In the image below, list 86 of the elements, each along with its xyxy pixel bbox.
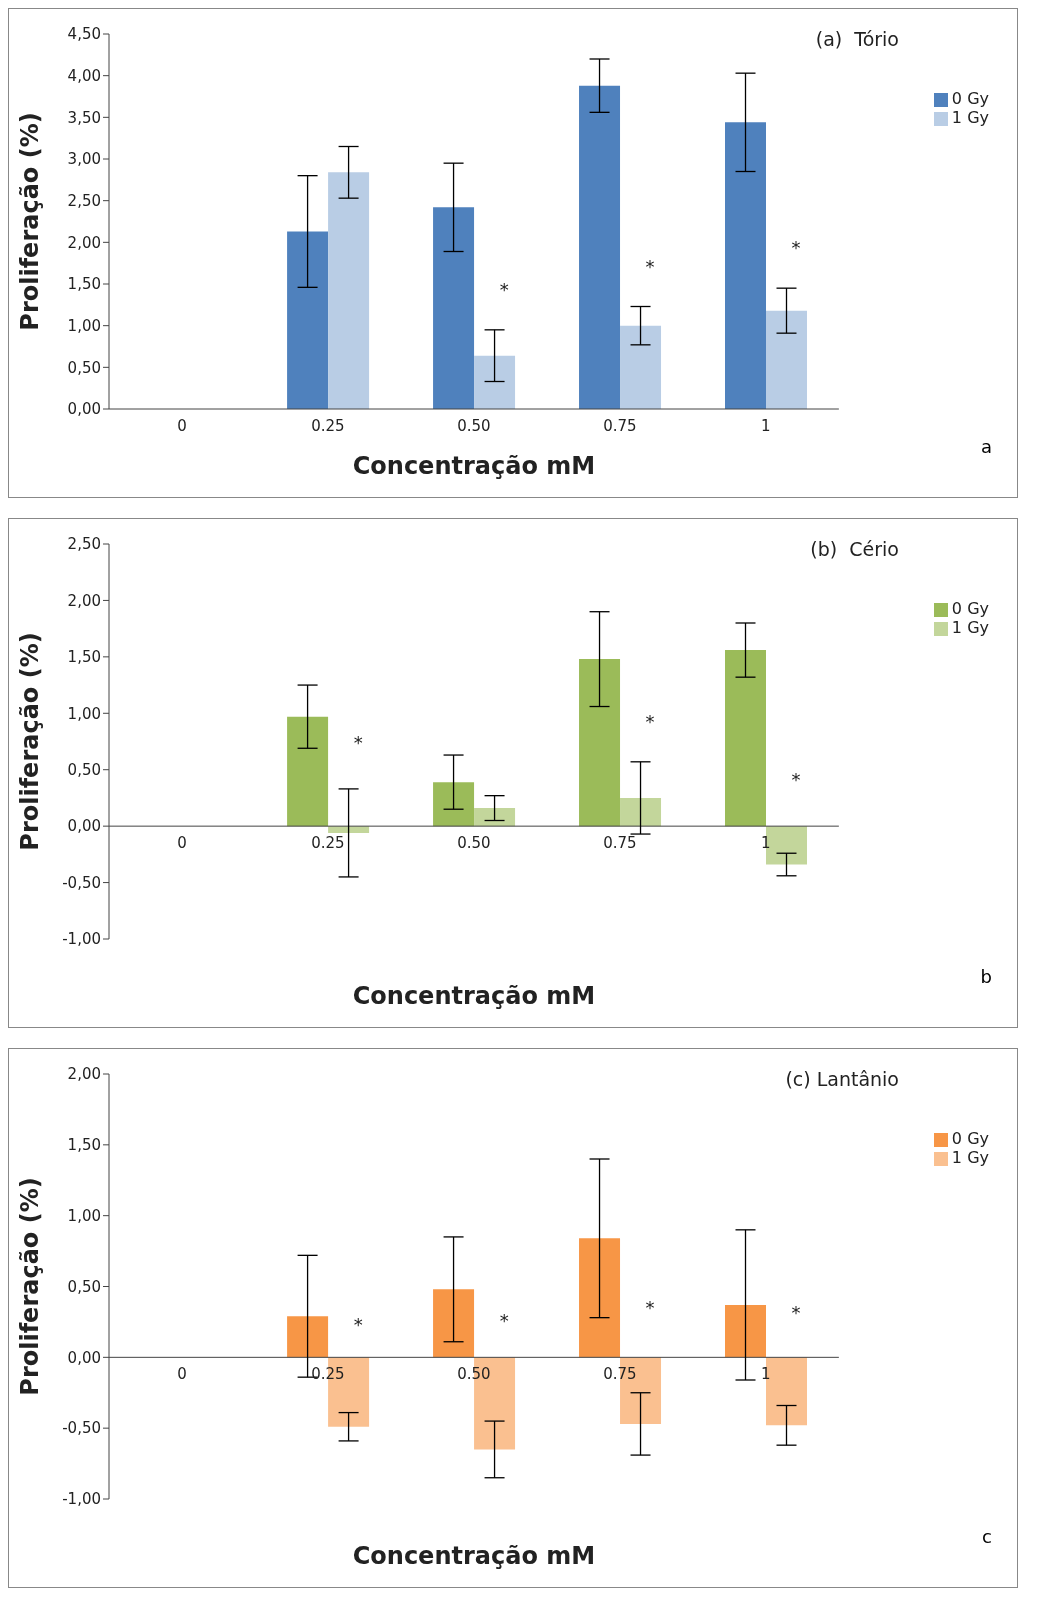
bar <box>474 355 516 409</box>
bar <box>474 808 516 827</box>
y-tick-label: 0,00 <box>67 817 101 836</box>
y-tick-label: -1,00 <box>62 930 101 949</box>
x-tick-label: 0.75 <box>603 834 637 853</box>
y-tick-label: 0,50 <box>67 761 101 780</box>
y-axis-title: Proliferação (%) <box>15 1177 44 1396</box>
annotation: * <box>791 1302 801 1324</box>
y-tick-label: 3,00 <box>67 150 101 169</box>
bar <box>620 797 662 827</box>
text: b <box>980 966 992 987</box>
bar <box>433 782 475 827</box>
x-tick-label: 0.50 <box>457 1365 491 1384</box>
y-tick-label: -1,00 <box>62 1490 101 1509</box>
annotation: * <box>791 237 801 259</box>
y-tick-label: -0,50 <box>62 1419 101 1438</box>
bar <box>287 716 329 827</box>
x-tick-label: 0.25 <box>311 417 345 435</box>
x-tick-label: 1 <box>761 834 771 853</box>
x-tick-label: 0 <box>177 1365 187 1384</box>
annotation: * <box>499 1309 509 1331</box>
y-tick-label: 3,50 <box>67 108 101 127</box>
y-tick-label: 1,00 <box>67 704 101 723</box>
x-tick-label: 0 <box>177 417 187 435</box>
bar <box>620 325 662 409</box>
y-tick-label: 2,00 <box>67 233 101 252</box>
x-tick-label: 1 <box>761 417 771 435</box>
x-tick-label: 0.25 <box>311 834 345 853</box>
y-axis-title: Proliferação (%) <box>15 112 44 331</box>
x-tick-label: 0.50 <box>457 834 491 853</box>
y-tick-label: 1,00 <box>67 316 101 335</box>
x-tick-label: 0 <box>177 834 187 853</box>
annotation: * <box>353 1313 363 1335</box>
y-tick-label: 2,50 <box>67 535 101 554</box>
annotation: * <box>645 256 655 278</box>
x-tick-label: 1 <box>761 1365 771 1384</box>
x-tick-label: 0.25 <box>311 1365 345 1384</box>
y-axis-title: Proliferação (%) <box>15 632 44 851</box>
y-tick-label: 1,50 <box>67 648 101 667</box>
x-axis-title: Concentração mM <box>352 452 596 480</box>
legend-label: 1 Gy <box>951 108 989 127</box>
legend-label: 0 Gy <box>951 599 989 618</box>
bar <box>287 231 329 409</box>
y-tick-label: 0,50 <box>67 1277 101 1296</box>
y-tick-label: 1,50 <box>67 275 101 294</box>
y-tick-label: 0,00 <box>67 400 101 419</box>
x-tick-label: 0.75 <box>603 417 637 435</box>
bar <box>433 1289 475 1358</box>
y-tick-label: -0,50 <box>62 873 101 892</box>
y-tick-label: 0,50 <box>67 358 101 377</box>
bar <box>433 207 475 409</box>
annotation: * <box>353 731 363 753</box>
y-tick-label: 4,00 <box>67 66 101 85</box>
bar <box>766 310 807 409</box>
y-tick-label: 1,50 <box>67 1136 101 1155</box>
x-tick-label: 0.75 <box>603 1365 637 1384</box>
legend-label: 1 Gy <box>951 1148 989 1167</box>
y-tick-label: 2,50 <box>67 191 101 210</box>
bar <box>725 122 766 409</box>
bar <box>725 1304 766 1358</box>
text: c <box>982 1526 992 1547</box>
chart-title: (a) Tório <box>815 28 899 50</box>
x-tick-label: 0.50 <box>457 417 491 435</box>
annotation: * <box>791 768 801 790</box>
bar <box>725 650 766 827</box>
annotation: * <box>645 1296 655 1318</box>
y-tick-label: 1,00 <box>67 1206 101 1225</box>
y-tick-label: 2,00 <box>67 591 101 610</box>
annotation: * <box>645 711 655 733</box>
y-tick-label: 2,00 <box>67 1065 101 1084</box>
legend-label: 0 Gy <box>951 89 989 108</box>
chart-title: (b) Cério <box>810 538 899 560</box>
y-tick-label: 4,50 <box>67 25 101 44</box>
legend-label: 0 Gy <box>951 1129 989 1148</box>
text: a <box>980 436 992 457</box>
bar <box>579 659 621 827</box>
x-axis-title: Concentração mM <box>352 1542 596 1570</box>
legend-label: 1 Gy <box>951 618 989 637</box>
annotation: * <box>499 278 509 300</box>
chart-title: (c) Lantânio <box>785 1068 899 1090</box>
bar <box>579 1238 621 1358</box>
y-tick-label: 0,00 <box>67 1348 101 1367</box>
bar <box>579 85 621 409</box>
bar <box>328 172 370 409</box>
x-axis-title: Concentração mM <box>352 982 596 1010</box>
bar <box>287 1316 329 1358</box>
